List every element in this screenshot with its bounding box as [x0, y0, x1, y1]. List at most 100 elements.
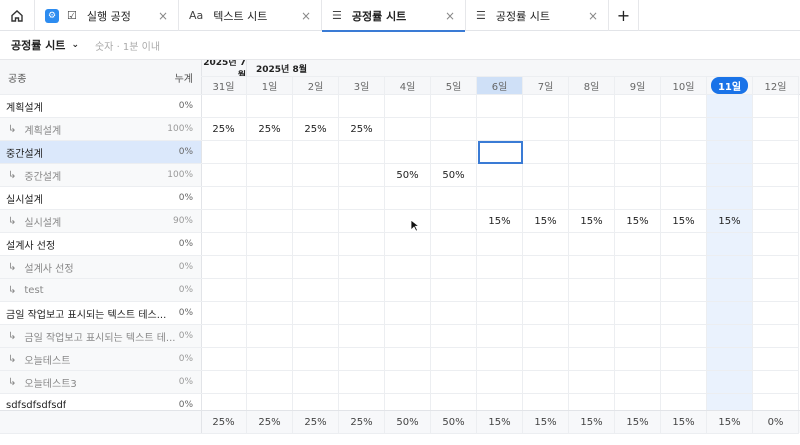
day-header[interactable]: 9일 — [615, 77, 661, 95]
grid-cell[interactable] — [569, 302, 615, 325]
grid-cell[interactable]: 50% — [385, 164, 431, 187]
grid-cell[interactable] — [753, 233, 799, 256]
grid-cell[interactable] — [707, 118, 753, 141]
grid-cell[interactable] — [477, 95, 523, 118]
grid-cell[interactable] — [615, 325, 661, 348]
grid-cell[interactable] — [339, 302, 385, 325]
grid-cell[interactable] — [753, 302, 799, 325]
grid-cell[interactable] — [707, 233, 753, 256]
grid-cell[interactable] — [247, 302, 293, 325]
grid-cell[interactable] — [615, 164, 661, 187]
grid-cell[interactable] — [201, 95, 247, 118]
grid-cell[interactable] — [385, 256, 431, 279]
grid-cell[interactable] — [201, 210, 247, 233]
grid-cell[interactable] — [339, 141, 385, 164]
day-header[interactable]: 8일 — [569, 77, 615, 95]
grid-cell[interactable] — [385, 371, 431, 394]
grid-cell[interactable] — [431, 279, 477, 302]
grid-cell[interactable] — [293, 302, 339, 325]
grid-cell[interactable] — [477, 348, 523, 371]
tab-1[interactable]: Aa 텍스트 시트 × — [179, 0, 322, 31]
grid-cell[interactable] — [661, 233, 707, 256]
grid-cell[interactable] — [615, 118, 661, 141]
grid-cell[interactable] — [385, 325, 431, 348]
grid-cell[interactable] — [569, 325, 615, 348]
grid-cell[interactable] — [431, 371, 477, 394]
grid-cell[interactable] — [431, 233, 477, 256]
grid-cell[interactable] — [477, 279, 523, 302]
grid-cell[interactable] — [753, 348, 799, 371]
grid-cell[interactable] — [339, 210, 385, 233]
grid-cell[interactable] — [523, 187, 569, 210]
add-tab-button[interactable]: + — [609, 0, 639, 31]
grid-cell[interactable] — [707, 371, 753, 394]
child-row[interactable]: ↳ 설계사 선정 0% — [0, 256, 202, 279]
grid-cell[interactable] — [339, 95, 385, 118]
day-header[interactable]: 10일 — [661, 77, 707, 95]
grid-cell[interactable] — [753, 95, 799, 118]
day-header[interactable]: 2일 — [293, 77, 339, 95]
grid-cell[interactable] — [615, 95, 661, 118]
grid-cell[interactable] — [661, 141, 707, 164]
grid-cell[interactable] — [477, 371, 523, 394]
grid-cell[interactable] — [247, 348, 293, 371]
grid-cell[interactable] — [707, 302, 753, 325]
child-row[interactable]: ↳ 계획설계 100% — [0, 118, 202, 141]
grid-cell[interactable] — [385, 118, 431, 141]
grid-cell[interactable] — [569, 371, 615, 394]
grid-cell[interactable] — [201, 302, 247, 325]
grid-cell[interactable] — [661, 371, 707, 394]
grid-cell[interactable] — [753, 325, 799, 348]
grid-cell[interactable]: 15% — [615, 210, 661, 233]
grid-cell[interactable] — [293, 164, 339, 187]
parent-row[interactable]: 계획설계 0% — [0, 95, 202, 118]
grid-cell[interactable]: 50% — [431, 164, 477, 187]
grid-cell[interactable] — [385, 348, 431, 371]
grid-cell[interactable] — [661, 95, 707, 118]
grid-cell[interactable] — [247, 279, 293, 302]
grid-cell[interactable] — [707, 256, 753, 279]
grid-cell[interactable] — [477, 187, 523, 210]
close-icon[interactable]: × — [157, 8, 168, 23]
grid-cell[interactable] — [523, 118, 569, 141]
grid-cell[interactable] — [477, 164, 523, 187]
day-header[interactable]: 4일 — [385, 77, 431, 95]
grid-cell[interactable] — [569, 95, 615, 118]
grid-cell[interactable] — [569, 141, 615, 164]
grid-cell[interactable] — [615, 371, 661, 394]
grid-cell[interactable] — [293, 325, 339, 348]
grid-cell[interactable]: 15% — [523, 210, 569, 233]
child-row[interactable]: ↳ 실시설계 90% — [0, 210, 202, 233]
grid-cell[interactable] — [753, 164, 799, 187]
grid-cell[interactable] — [339, 371, 385, 394]
grid-cell[interactable] — [293, 95, 339, 118]
grid-cell[interactable] — [661, 279, 707, 302]
grid-cell[interactable] — [385, 302, 431, 325]
grid-cell[interactable] — [523, 279, 569, 302]
grid-cell[interactable] — [201, 187, 247, 210]
grid-cell[interactable] — [523, 164, 569, 187]
grid-cell[interactable] — [615, 256, 661, 279]
grid-cell[interactable] — [431, 141, 477, 164]
grid-cell[interactable] — [753, 187, 799, 210]
grid-cell[interactable] — [661, 187, 707, 210]
close-icon[interactable]: × — [300, 8, 311, 23]
grid-cell[interactable] — [615, 233, 661, 256]
grid-cell[interactable] — [247, 325, 293, 348]
grid-cell[interactable] — [523, 233, 569, 256]
grid-cell[interactable] — [385, 141, 431, 164]
grid-cell[interactable] — [385, 187, 431, 210]
home-button[interactable] — [0, 0, 35, 31]
grid-cell[interactable] — [477, 325, 523, 348]
day-header[interactable]: 31일 — [201, 77, 247, 95]
grid-cell[interactable] — [569, 279, 615, 302]
day-header[interactable]: 11일 — [707, 77, 753, 95]
parent-row[interactable]: 설계사 선정 0% — [0, 233, 202, 256]
grid-cell[interactable] — [661, 164, 707, 187]
grid-cell[interactable] — [385, 210, 431, 233]
day-header[interactable]: 7일 — [523, 77, 569, 95]
tab-0[interactable]: ⚙ ☑ 실행 공정 × — [35, 0, 179, 31]
grid-cell[interactable] — [247, 187, 293, 210]
grid-cell[interactable]: 25% — [247, 118, 293, 141]
grid-cell[interactable] — [615, 279, 661, 302]
